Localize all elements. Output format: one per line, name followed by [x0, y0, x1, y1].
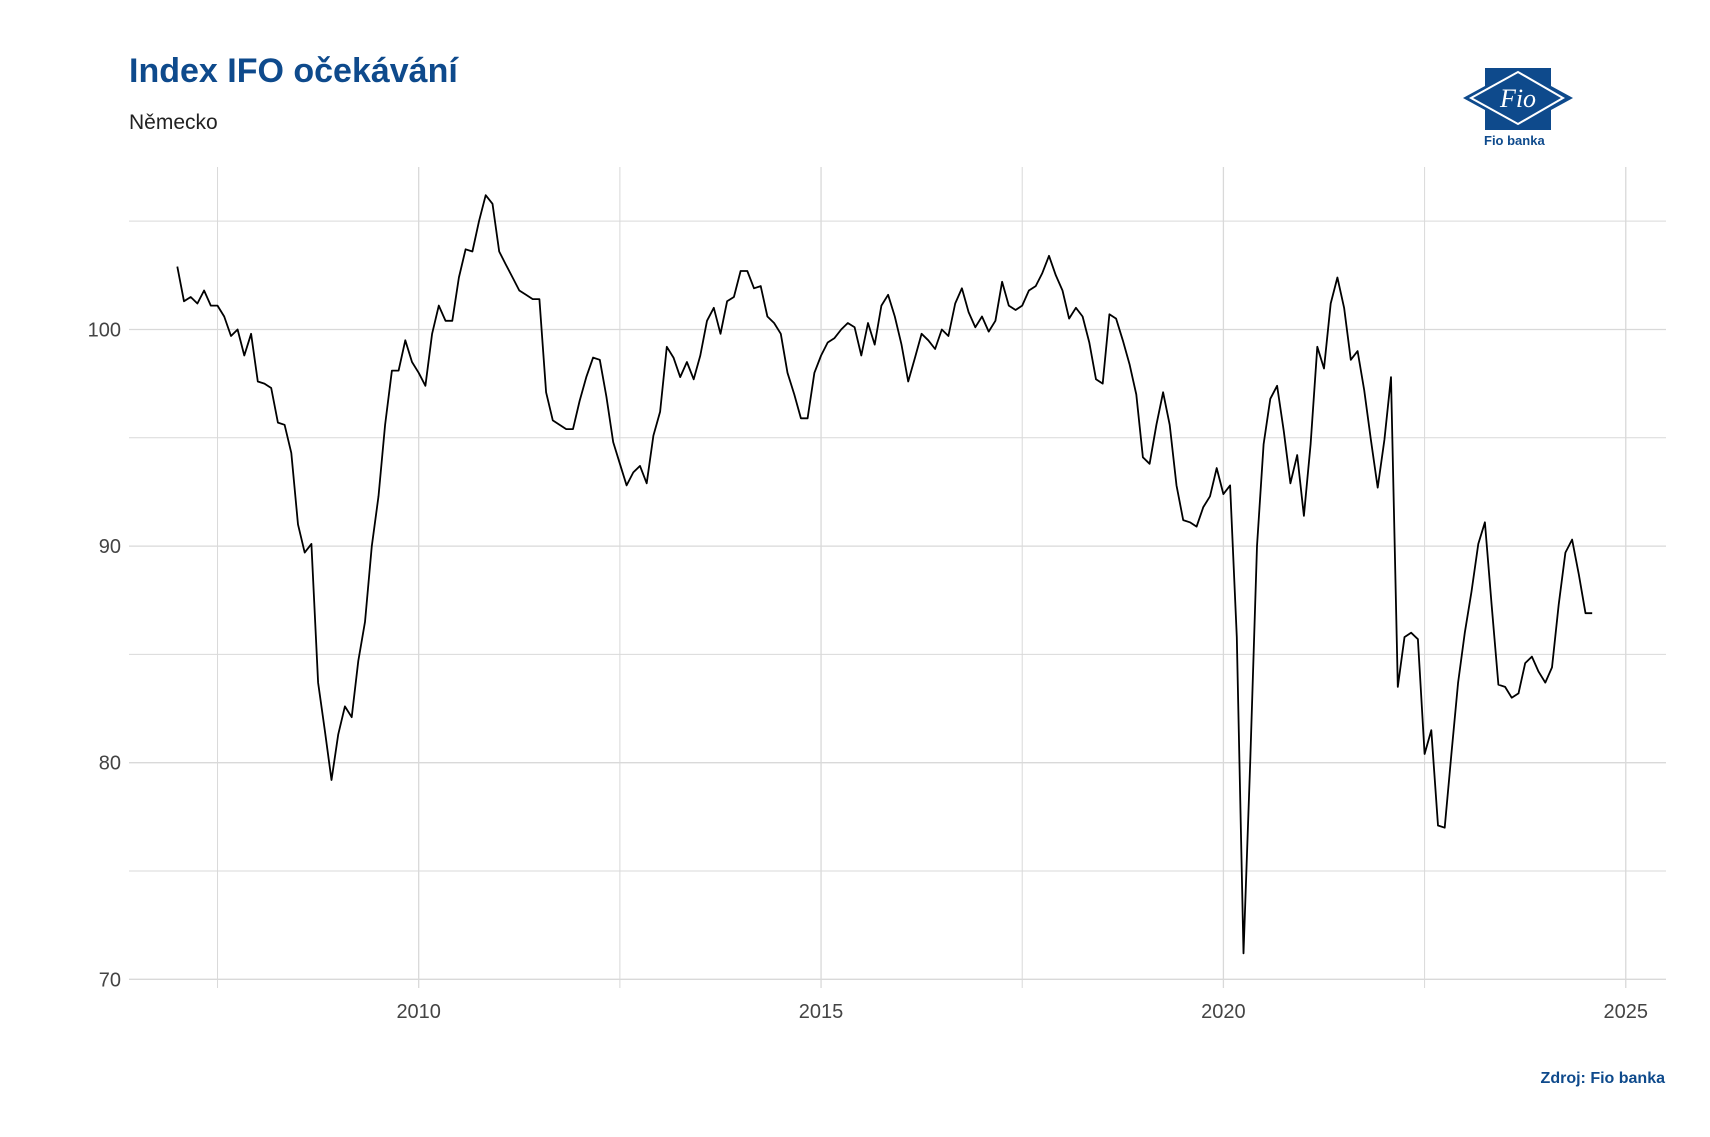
- logo-text: Fio banka: [1484, 133, 1545, 148]
- logo-flag-left: [1463, 86, 1485, 110]
- y-tick-label: 70: [99, 969, 121, 991]
- y-tick-label: 80: [99, 753, 121, 775]
- series-line: [176, 194, 1593, 955]
- page-subtitle: Německo: [129, 111, 218, 134]
- y-tick-label: 100: [88, 319, 121, 341]
- x-tick-label: 2015: [799, 1001, 844, 1023]
- source-note: Zdroj: Fio banka: [1540, 1070, 1665, 1087]
- y-tick-label: 90: [99, 536, 121, 558]
- logo-mark-text: Fio: [1499, 84, 1536, 113]
- fio-banka-logo-icon: Fio: [1463, 68, 1573, 130]
- page-title: Index IFO očekávání: [129, 52, 458, 90]
- x-tick-label: 2010: [396, 1001, 441, 1023]
- x-tick-label: 2025: [1604, 1001, 1649, 1023]
- x-tick-label: 2020: [1201, 1001, 1246, 1023]
